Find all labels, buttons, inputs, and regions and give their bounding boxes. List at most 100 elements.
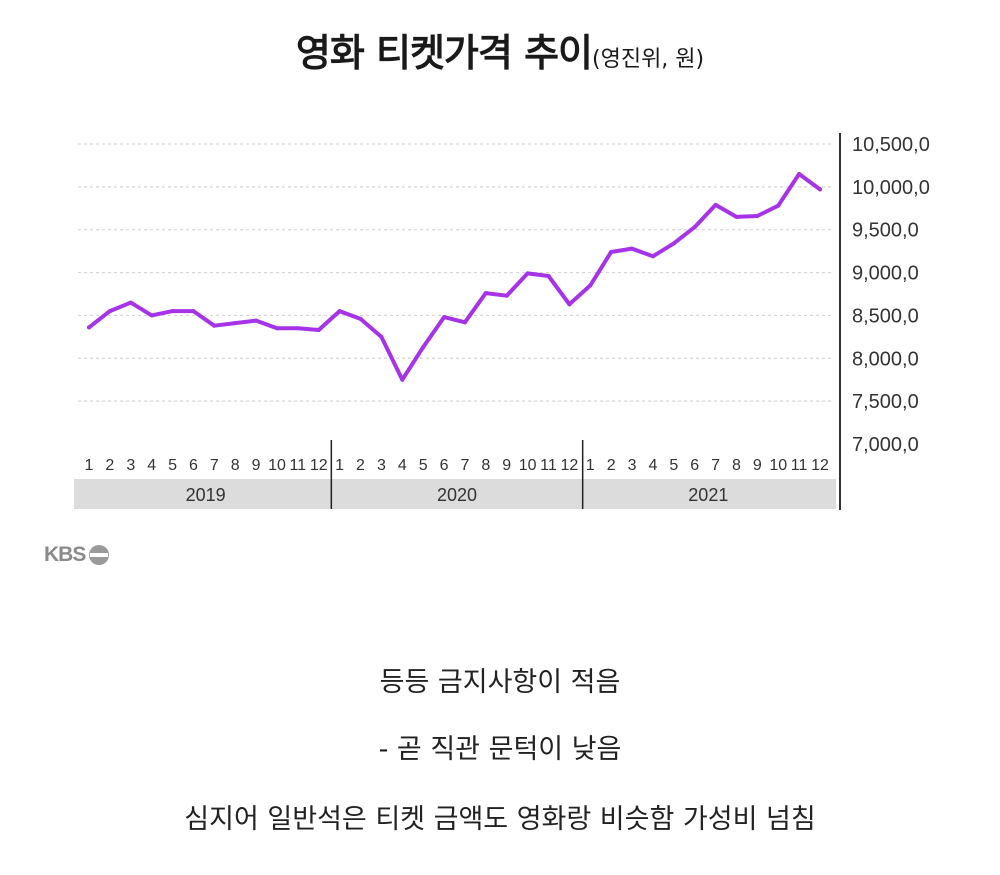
month-label: 5 [168,457,177,474]
month-label: 11 [540,457,557,474]
chart-title-source: (영진위, 원) [592,47,705,72]
kbs-logo-icon [89,545,110,565]
series [87,172,822,382]
caption-line-2: - 곧 직관 문턱이 낮음 [378,734,622,765]
y-tick-label: 9,500,0 [852,220,919,242]
data-point [776,203,781,208]
y-axis: 7,000,0 7,500,0 8,000,0 8,500,0 9,000,0 9,500… [839,133,930,510]
data-point [442,315,447,320]
data-point [818,187,822,192]
data-point [525,271,530,276]
data-point [755,214,760,218]
month-label: 9 [502,457,511,474]
chart-title: 영화 티켓가격 추이(영진위, 원) [0,22,1000,77]
y-tick-label: 9,000,0 [852,263,919,285]
month-label: 1 [335,457,344,474]
month-label: 10 [268,457,286,474]
month-label: 12 [310,457,328,474]
y-tick-label: 7,500,0 [852,391,919,413]
y-tick-label: 8,000,0 [852,348,919,370]
data-point [588,283,593,288]
data-point [546,274,551,278]
data-point [671,241,676,246]
data-point [87,325,91,330]
month-label: 8 [231,457,240,474]
data-point [337,309,342,314]
data-point [400,377,405,382]
month-label: 9 [753,457,762,474]
month-label: 5 [669,457,678,474]
data-point [170,309,175,314]
month-label: 4 [398,457,407,474]
month-label: 3 [377,457,386,474]
data-point [233,321,238,326]
year-label: 2021 [688,485,728,505]
month-label: 12 [811,457,829,474]
month-label: 8 [481,457,490,474]
month-label: 1 [586,457,595,474]
data-point [295,326,300,331]
y-tick-label: 8,500,0 [852,305,919,327]
data-point [734,214,739,219]
month-label: 9 [252,457,261,474]
month-label: 8 [732,457,741,474]
data-point [504,293,509,298]
month-label: 6 [690,457,699,474]
caption-line-1: 등등 금지사항이 적음 [379,667,621,698]
month-label: 10 [519,457,537,474]
data-point [462,320,467,325]
month-label: 12 [560,457,578,474]
month-label: 7 [210,457,219,474]
data-point [797,172,802,176]
y-tick-label: 7,000,0 [852,434,919,456]
month-label: 7 [460,457,469,474]
line-chart: 1 2 3 4 5 6 7 8 9 10 11 12 1 2 3 4 5 6 7 8 9 10 11 12 1 2 3 4 5 6 7 8 9 1… [74,133,930,510]
year-band [74,440,836,509]
series-line [87,172,822,382]
data-point [421,345,426,350]
kbs-logo: KBS [44,543,110,567]
month-label: 2 [607,457,616,474]
data-point [191,309,196,314]
year-band-background [74,479,836,509]
month-label: 3 [628,457,637,474]
kbs-logo-text: KBS [44,543,86,566]
month-label: 4 [648,457,657,474]
month-label: 4 [147,457,156,474]
y-tick-label: 10,000,0 [852,177,930,199]
month-label: 5 [419,457,428,474]
data-point [713,202,718,207]
month-label: 6 [440,457,449,474]
data-point [149,313,154,318]
year-label: 2020 [437,485,477,505]
data-point [254,318,259,323]
data-point [630,246,635,251]
month-label: 2 [356,457,365,474]
data-point [650,254,655,259]
y-tick-label: 10,500,0 [852,134,930,156]
data-point [128,300,133,305]
data-point [379,334,384,339]
data-point [107,309,112,314]
month-label: 1 [85,457,94,474]
month-labels: 1 2 3 4 5 6 7 8 9 10 11 12 1 2 3 4 5 6 7 8 9 10 11 12 1 2 3 4 5 6 7 8 9 1… [85,457,829,474]
month-label: 6 [189,457,198,474]
month-label: 10 [769,457,787,474]
data-point [212,323,217,328]
month-label: 11 [791,457,808,474]
year-labels: 2019 2020 2021 [186,485,729,505]
month-label: 7 [711,457,720,474]
data-point [316,328,321,332]
data-point [483,291,488,296]
caption-line-3: 심지어 일반석은 티켓 금액도 영화랑 비슷함 가성비 넘침 [184,804,816,835]
data-point [274,326,279,331]
month-label: 2 [105,457,114,474]
data-point [609,250,614,254]
gridlines [78,143,832,402]
month-label: 11 [290,457,307,474]
year-label: 2019 [186,485,226,505]
month-label: 3 [126,457,135,474]
data-point [692,225,697,230]
chart-title-main: 영화 티켓가격 추이 [295,31,593,75]
